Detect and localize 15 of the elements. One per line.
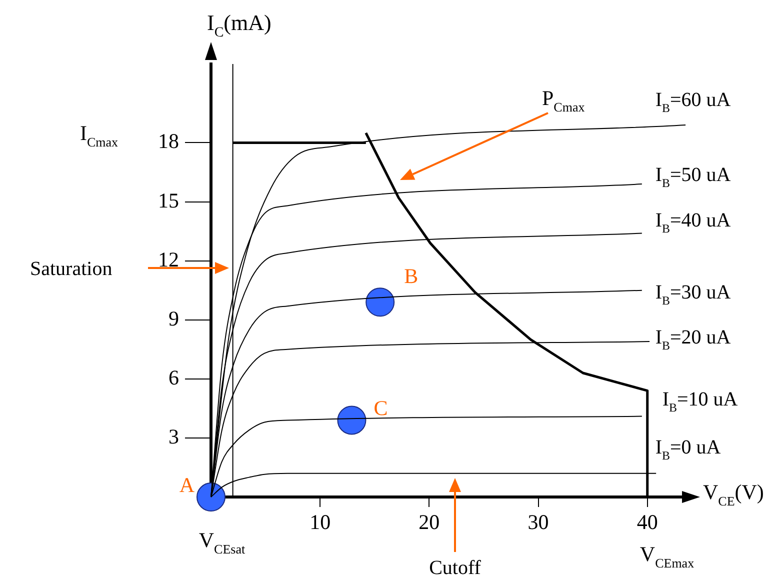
y-tick-label: 12 [158,247,179,272]
y-tick-label: 15 [158,188,179,212]
x-tick-label: 10 [310,510,331,534]
x-tick-label: 40 [636,510,658,534]
text: Saturation [30,258,112,280]
annotation: B [404,264,418,288]
text: Cutoff [429,557,482,579]
y-tick-label: 18 [158,129,179,154]
y-tick-label: 3 [168,424,179,448]
x-tick-label: 20 [418,510,440,534]
annotation: C [374,396,388,420]
x-tick-label: 30 [528,510,549,534]
y-tick-label: 9 [168,306,179,330]
annotation: A [179,473,196,497]
y-tick-label: 6 [168,365,179,390]
